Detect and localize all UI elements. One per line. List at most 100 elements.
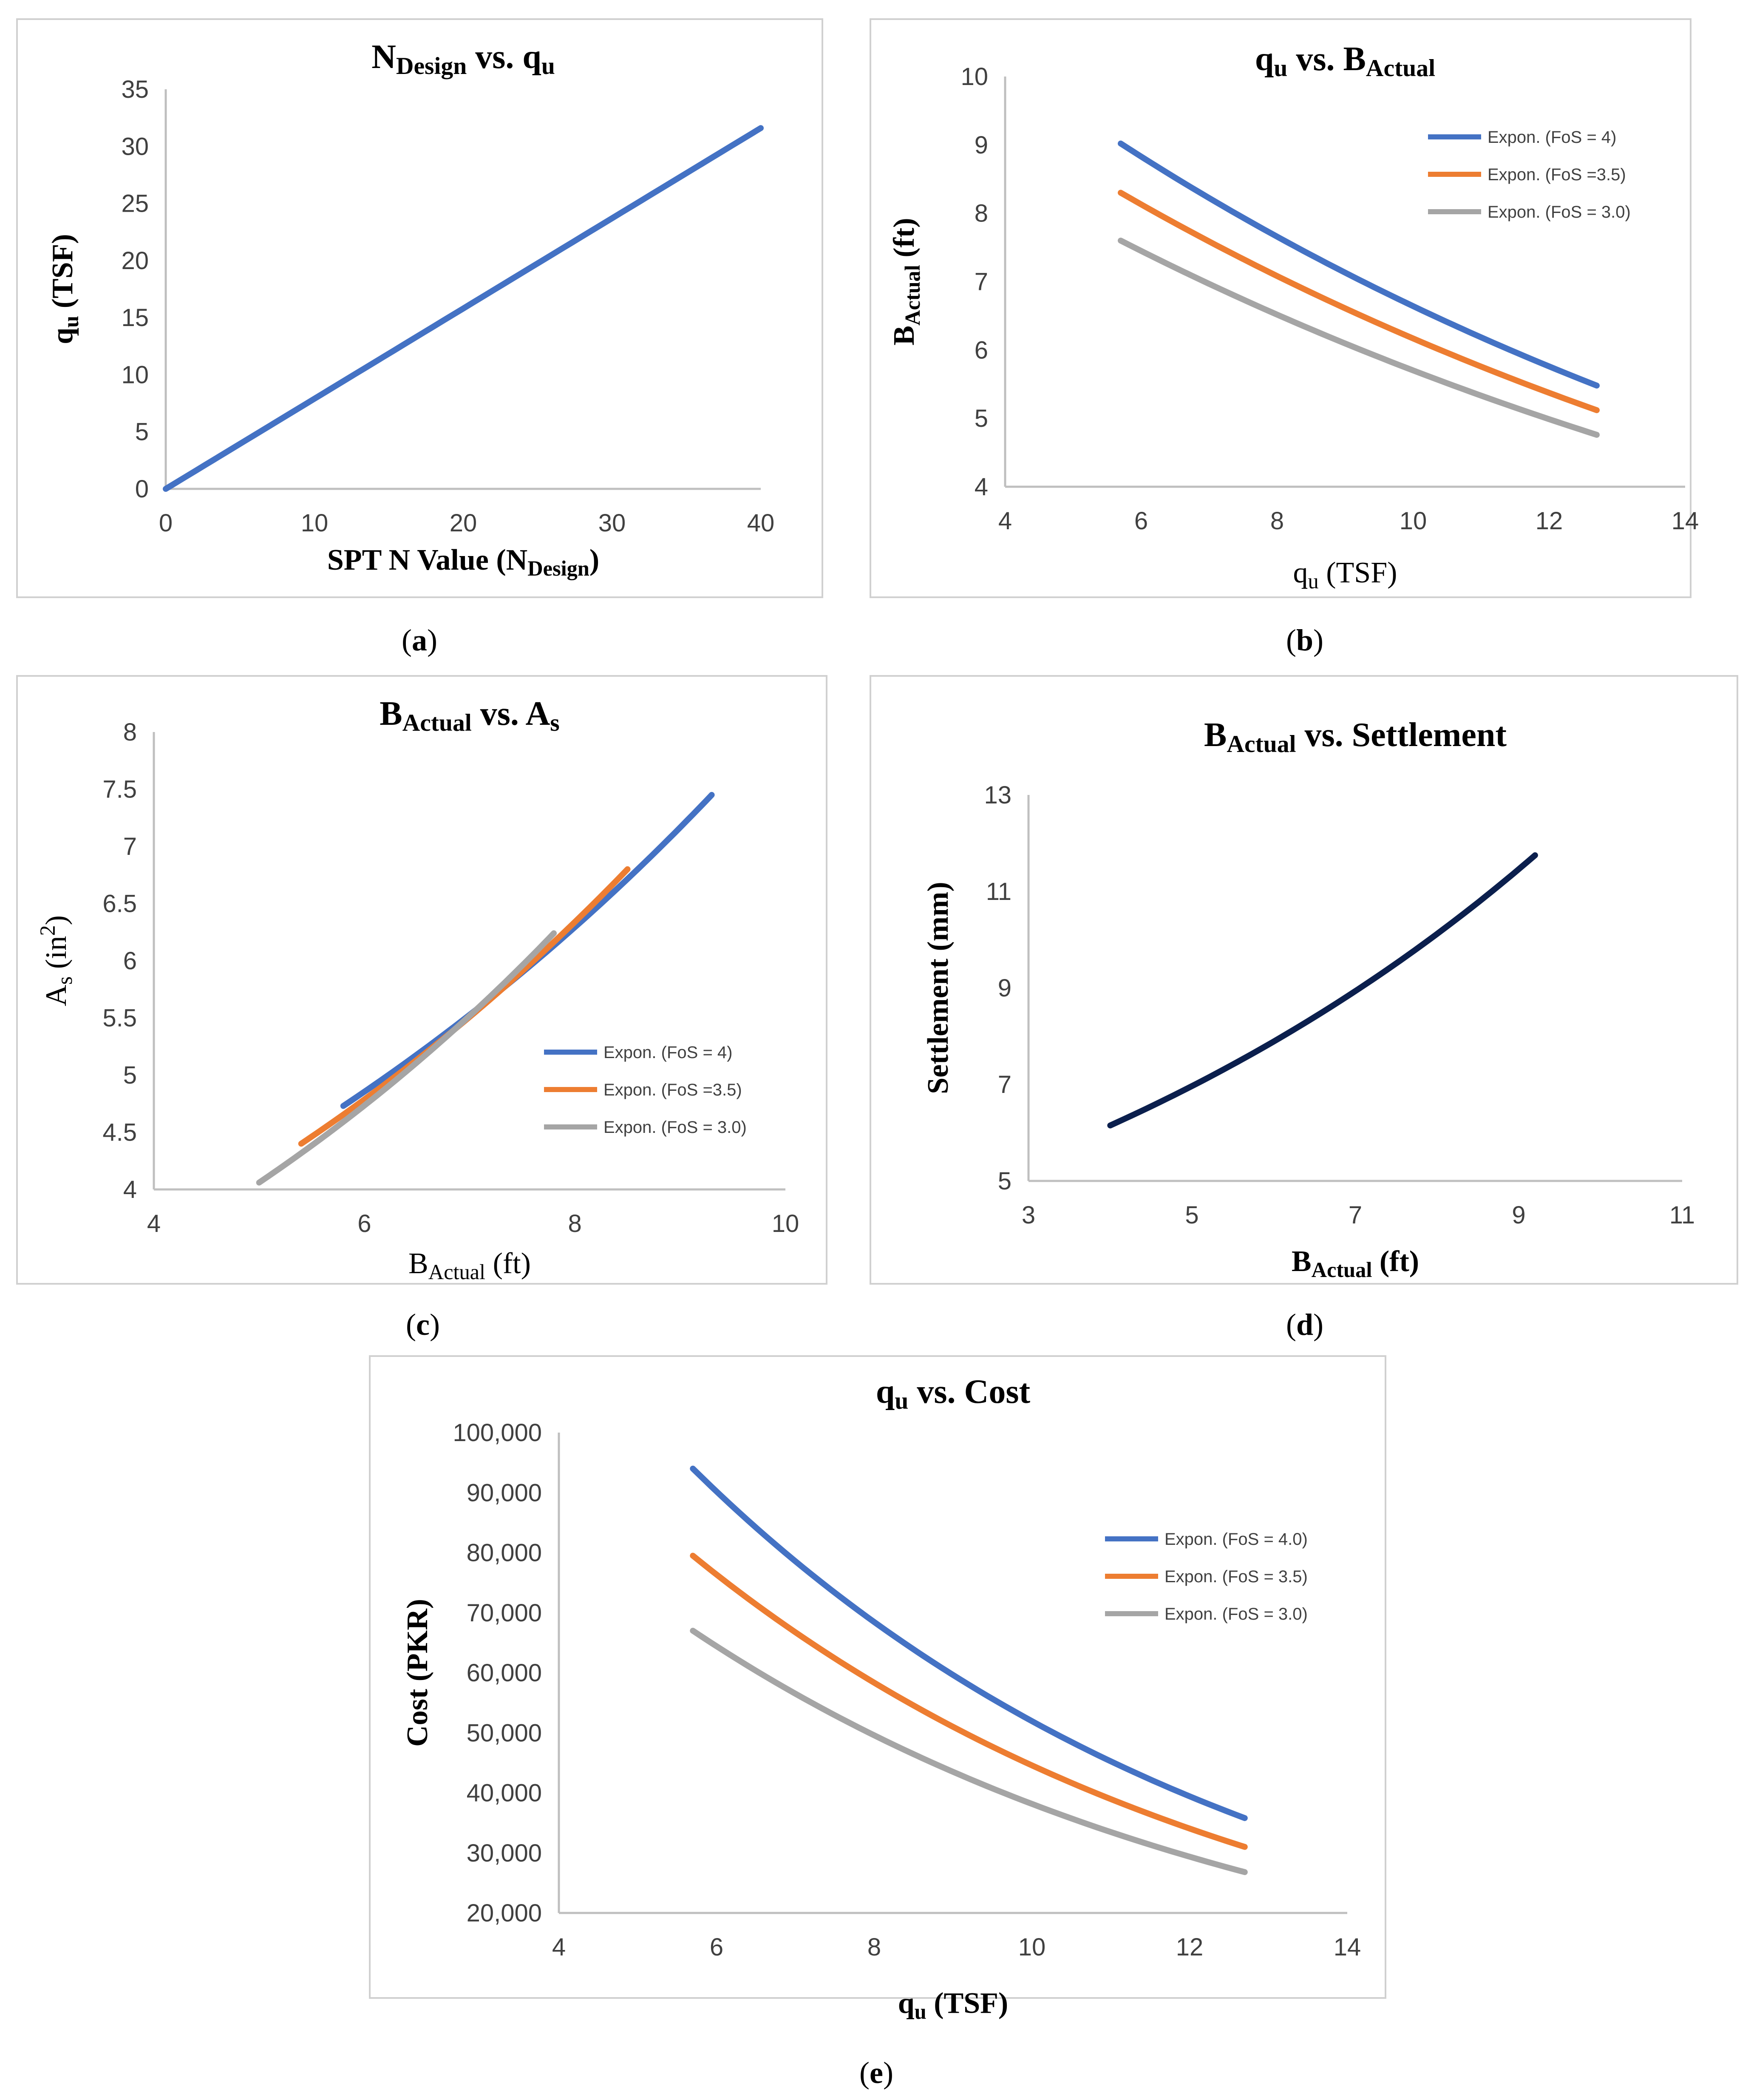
x-tick-label: 14: [1672, 507, 1699, 535]
x-tick-label: 14: [1334, 1933, 1361, 1961]
series-line-1: [1118, 190, 1600, 413]
y-axis-title: Settlement (mm): [922, 882, 955, 1094]
legend-label: Expon. (FoS = 3.0): [1164, 1605, 1308, 1623]
y-tick-label: 50,000: [467, 1719, 542, 1747]
x-tick-label: 10: [1400, 507, 1427, 535]
x-tick-label: 4: [147, 1210, 161, 1237]
legend-label: Expon. (FoS =3.5): [604, 1081, 742, 1099]
x-axis-title: BActual (ft): [408, 1247, 531, 1284]
x-tick-label: 10: [772, 1210, 799, 1237]
series-line-2: [690, 1628, 1248, 1875]
y-tick-label: 80,000: [467, 1539, 542, 1567]
chart-panel-e: 4 6 8 10 12 14 20,000 30,000 40,000 50,000 60,000 7…: [369, 1355, 1386, 2090]
series-line-0: [163, 125, 764, 492]
y-tick-label: 8: [975, 200, 988, 227]
x-tick-label: 6: [357, 1210, 371, 1237]
x-tick-label: 6: [1134, 507, 1148, 535]
x-axis-title: qu (TSF): [1293, 556, 1397, 593]
y-tick-label: 7.5: [102, 776, 137, 803]
chart-title: BActual vs. As: [380, 695, 559, 736]
y-tick-label: 0: [135, 475, 149, 503]
y-tick-label: 10: [121, 361, 149, 389]
y-axis-title: BActual (ft): [888, 218, 924, 345]
x-tick-label: 30: [598, 509, 626, 537]
chart-title: NDesign vs. qu: [371, 38, 555, 79]
x-tick-label: 10: [301, 509, 329, 537]
y-tick-label: 10: [960, 63, 988, 91]
y-tick-label: 100,000: [453, 1419, 542, 1447]
y-tick-label: 70,000: [467, 1599, 542, 1627]
x-tick-label: 4: [552, 1933, 566, 1961]
y-tick-label: 9: [975, 131, 988, 159]
legend-label: Expon. (FoS = 4): [604, 1043, 732, 1062]
y-tick-label: 30: [121, 133, 149, 160]
y-axis-title: Cost (PKR): [401, 1599, 434, 1747]
panel-frame: [870, 18, 1692, 598]
x-tick-label: 8: [867, 1933, 881, 1961]
y-tick-label: 4: [123, 1176, 137, 1203]
x-tick-label: 5: [1185, 1201, 1198, 1229]
x-tick-label: 10: [1018, 1933, 1046, 1961]
legend-label: Expon. (FoS = 3.0): [604, 1118, 747, 1137]
y-tick-label: 5: [998, 1167, 1012, 1195]
x-tick-label: 9: [1512, 1201, 1525, 1229]
panel-caption: (b): [1286, 623, 1323, 657]
y-tick-label: 5: [135, 418, 149, 446]
chart-title: BActual vs. Settlement: [1204, 716, 1507, 758]
x-axis-title: qu (TSF): [898, 1987, 1008, 2023]
legend-label: Expon. (FoS = 4): [1488, 128, 1616, 147]
y-tick-label: 15: [121, 304, 149, 332]
chart-title: qu vs. BActual: [1255, 40, 1435, 82]
series-line-2: [1118, 238, 1600, 438]
y-tick-label: 13: [984, 781, 1012, 809]
y-tick-label: 7: [123, 833, 137, 860]
y-tick-label: 20: [121, 247, 149, 275]
x-tick-label: 8: [1270, 507, 1284, 535]
x-tick-label: 20: [450, 509, 477, 537]
y-tick-label: 40,000: [467, 1779, 542, 1807]
y-tick-label: 9: [998, 974, 1012, 1002]
x-tick-label: 3: [1022, 1201, 1035, 1229]
legend-label: Expon. (FoS = 4.0): [1164, 1530, 1308, 1549]
y-tick-label: 6: [123, 947, 137, 975]
y-tick-label: 8: [123, 718, 137, 746]
legend-label: Expon. (FoS = 3.0): [1488, 203, 1631, 221]
y-tick-label: 5: [123, 1061, 137, 1089]
chart-panel-a: 0 10 20 30 40 0 5 10 15 20 25 30 35 NDesign vs. qu SPT…: [16, 18, 823, 657]
chart-panel-c: 4 6 8 10 4 4.5 5 5.5 6 6.5 7 7.5 8 BActual vs. As BAct…: [16, 675, 827, 1342]
y-tick-label: 20,000: [467, 1899, 542, 1927]
y-tick-label: 7: [998, 1071, 1012, 1098]
x-tick-label: 7: [1349, 1201, 1362, 1229]
y-tick-label: 25: [121, 190, 149, 218]
y-tick-label: 5.5: [102, 1005, 137, 1032]
y-tick-label: 11: [986, 878, 1012, 905]
y-tick-label: 60,000: [467, 1659, 542, 1687]
x-tick-label: 12: [1536, 507, 1563, 535]
x-axis-title: SPT N Value (NDesign): [327, 544, 599, 580]
panel-caption: (e): [859, 2056, 893, 2090]
chart-title: qu vs. Cost: [876, 1373, 1031, 1414]
x-axis-title: BActual (ft): [1292, 1245, 1419, 1282]
y-tick-label: 30,000: [467, 1839, 542, 1867]
series-line-2: [256, 930, 557, 1186]
y-tick-label: 90,000: [467, 1479, 542, 1507]
panel-frame: [870, 675, 1738, 1285]
y-tick-label: 7: [975, 268, 988, 296]
x-tick-label: 11: [1669, 1201, 1695, 1229]
y-tick-label: 4: [975, 473, 988, 501]
panel-frame: [16, 675, 827, 1285]
panel-caption: (a): [402, 623, 437, 657]
legend-label: Expon. (FoS = 3.5): [1164, 1567, 1308, 1586]
y-axis-title: qu (TSF): [46, 234, 83, 344]
series-line-0: [1107, 852, 1538, 1129]
y-axis-title: As (in2): [36, 915, 76, 1006]
x-tick-label: 12: [1176, 1933, 1204, 1961]
panel-frame: [369, 1355, 1386, 1999]
x-tick-label: 40: [747, 509, 775, 537]
y-tick-label: 35: [121, 76, 149, 103]
series-line-0: [690, 1465, 1248, 1821]
chart-panel-b: 4 6 8 10 12 14 4 5 6 7 8 9 10 qu vs. BActual qu (TSF) B…: [870, 18, 1699, 657]
y-tick-label: 6: [975, 336, 988, 364]
x-tick-label: 0: [159, 509, 173, 537]
